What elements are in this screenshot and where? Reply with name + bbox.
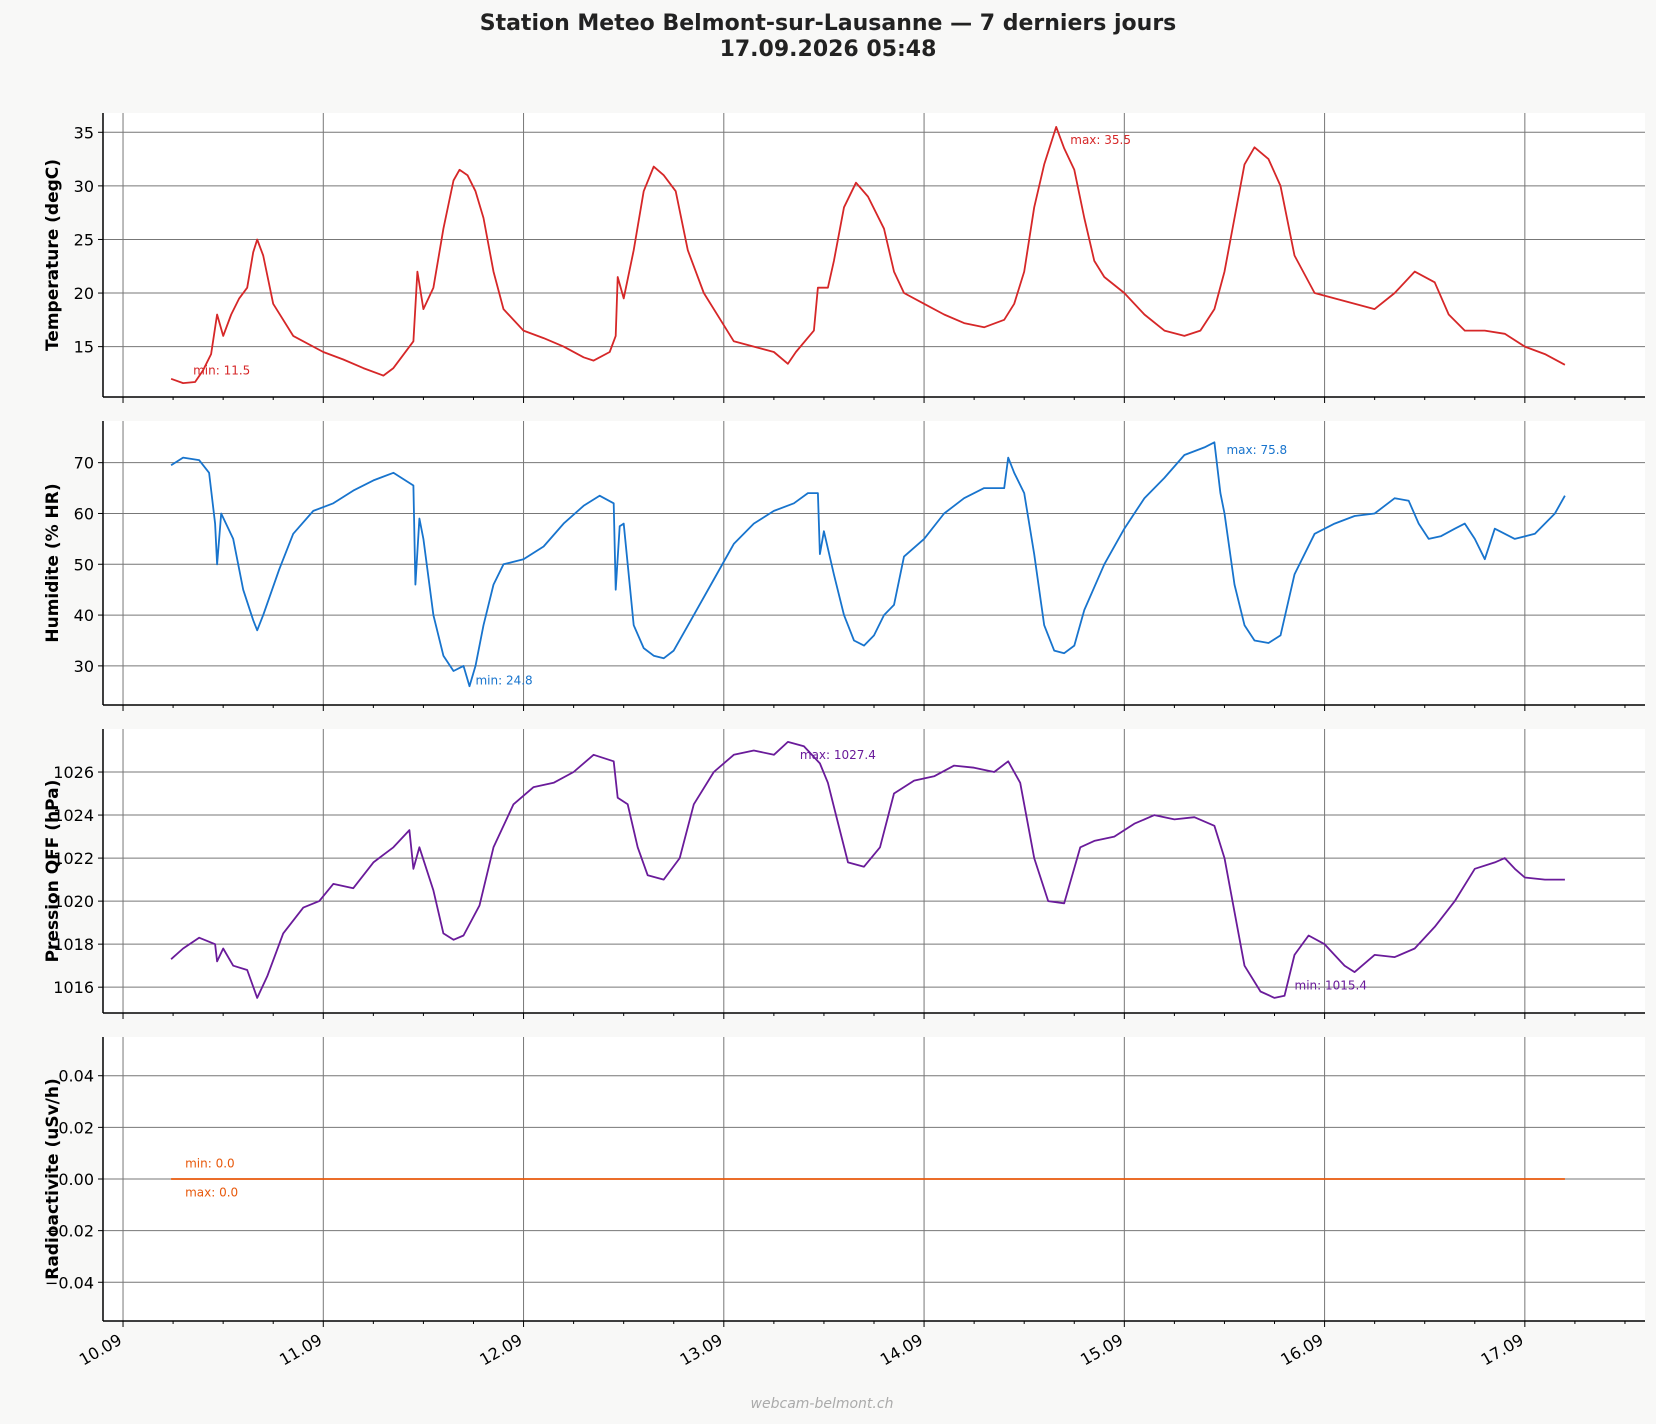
- x-tick-label: 16.09: [1277, 1330, 1326, 1369]
- y-tick-label: 35: [74, 123, 94, 142]
- data-annotation: min: 1015.4: [1295, 978, 1367, 992]
- data-annotation: max: 75.8: [1226, 443, 1287, 457]
- y-tick-label: −0.02: [45, 1222, 94, 1241]
- data-annotation: min: 11.5: [193, 363, 250, 377]
- x-tick-label: 14.09: [877, 1330, 926, 1369]
- y-tick-label: 20: [74, 284, 94, 303]
- x-tick-label: 17.09: [1478, 1330, 1527, 1369]
- y-tick-label: −0.04: [45, 1273, 94, 1292]
- y-tick-label: 40: [74, 606, 94, 625]
- chart-panel: 15 20 25 30 35 Temperature (degC) min: 11.5 max…: [43, 113, 1645, 403]
- x-tick-label: 15.09: [1077, 1330, 1126, 1369]
- chart-panels: 15 20 25 30 35 Temperature (degC) min: 11.5 max…: [43, 113, 1645, 1327]
- series-line: [170, 741, 1565, 999]
- y-tick-label: 1016: [53, 978, 94, 997]
- chart-subtitle: 17.09.2026 05:48: [720, 37, 937, 62]
- y-axis-label: Radioactivite (uSv/h): [43, 1078, 63, 1280]
- x-tick-label: 11.09: [276, 1330, 325, 1369]
- chart-title: Station Meteo Belmont-sur-Lausanne — 7 d…: [480, 11, 1177, 36]
- x-axis: 10.09 11.09 12.09 13.09 14.09 15.09 16.09 17.09: [76, 1330, 1527, 1369]
- x-tick-label: 12.09: [476, 1330, 525, 1369]
- data-annotation: min: 0.0: [185, 1156, 235, 1170]
- y-axis-label: Temperature (degC): [43, 159, 63, 351]
- plot-area: [103, 421, 1645, 705]
- y-tick-label: 50: [74, 555, 94, 574]
- y-tick-label: 70: [74, 454, 94, 473]
- plot-area: [103, 113, 1645, 397]
- y-axis-label: Pression QFF (hPa): [43, 780, 63, 963]
- y-tick-label: 60: [74, 504, 94, 523]
- y-tick-label: 25: [74, 230, 94, 249]
- y-tick-label: 1024: [53, 806, 94, 825]
- footer-credit: webcam-belmont.ch: [751, 1396, 894, 1412]
- y-tick-label: 0.04: [58, 1067, 94, 1086]
- data-annotation: min: 24.8: [475, 674, 532, 688]
- series-line: [170, 441, 1566, 688]
- y-tick-label: 0.02: [58, 1118, 94, 1137]
- y-tick-label: 1026: [53, 763, 94, 782]
- y-tick-label: 30: [74, 657, 94, 676]
- y-tick-label: 1018: [53, 935, 94, 954]
- y-tick-label: 0.00: [58, 1170, 94, 1189]
- plot-area: [103, 729, 1645, 1013]
- data-annotation: max: 35.5: [1070, 133, 1131, 147]
- data-annotation: max: 1027.4: [800, 748, 876, 762]
- y-tick-label: 1022: [53, 849, 94, 868]
- y-tick-label: 15: [74, 338, 94, 357]
- chart-panel: 30 40 50 60 70 Humidite (% HR) min: 24.8 max: 7…: [43, 421, 1645, 711]
- series-line: [170, 126, 1566, 384]
- y-axis-label: Humidite (% HR): [43, 483, 63, 642]
- x-tick-label: 10.09: [76, 1330, 125, 1369]
- y-tick-label: 1020: [53, 892, 94, 911]
- x-tick-label: 13.09: [677, 1330, 726, 1369]
- y-tick-label: 30: [74, 177, 94, 196]
- data-annotation: max: 0.0: [185, 1186, 238, 1200]
